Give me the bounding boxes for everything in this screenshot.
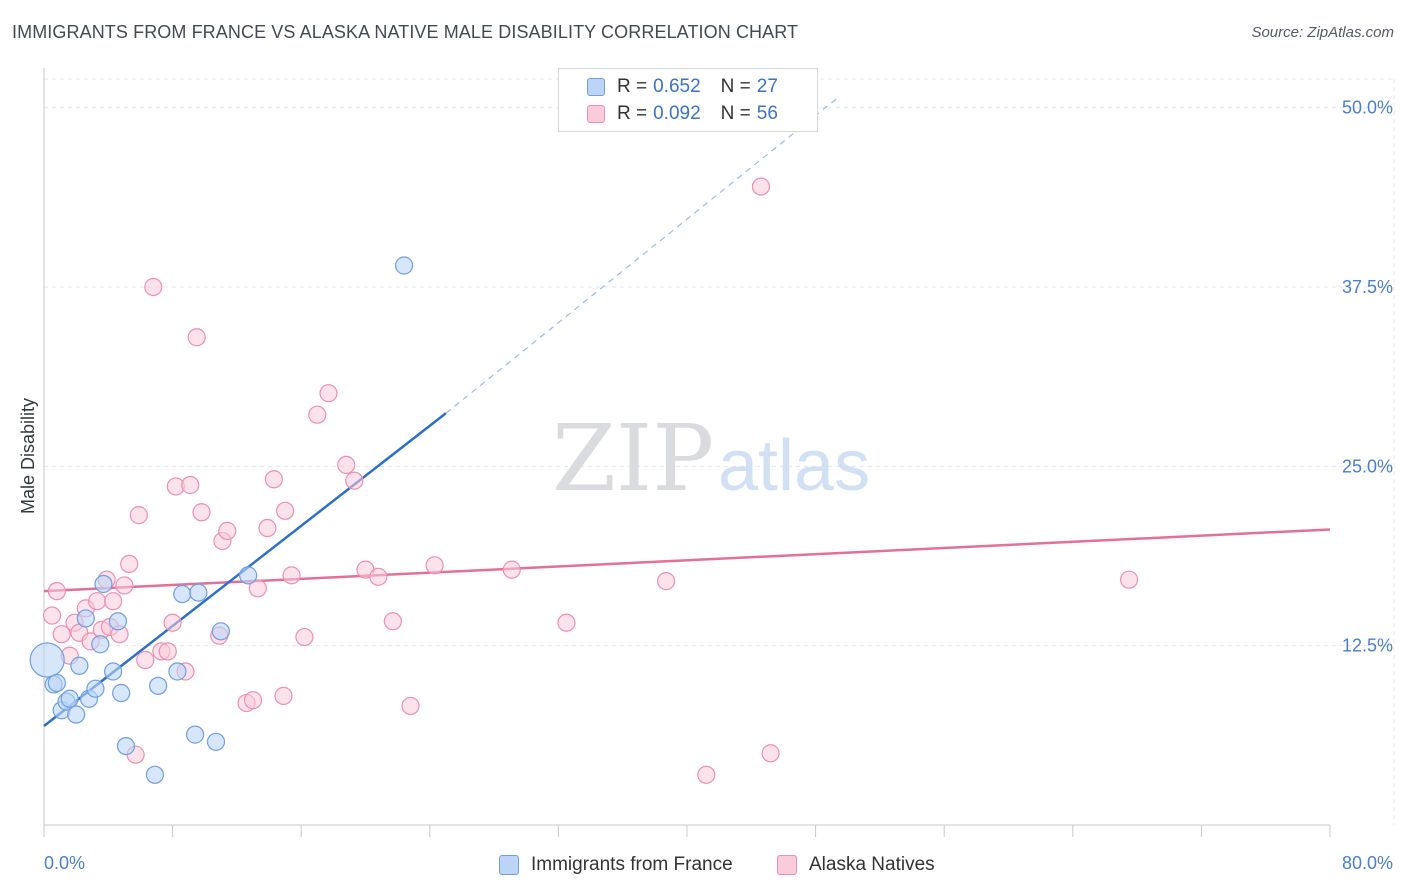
y-tick-label: 50.0% [1342,98,1393,118]
france-point [189,583,208,602]
france-point [91,635,110,654]
alaska-point [243,691,263,710]
france-point [394,256,414,275]
france-point [116,736,136,756]
r-value: 0.652 [653,76,701,97]
alaska-point [218,521,237,541]
france-point [145,765,165,784]
alaska-point [144,277,163,297]
alaska-point [248,579,267,598]
alaska-point [383,612,402,631]
n-label: N = [720,103,751,124]
france-point [108,612,128,631]
watermark-zip: ZIP [552,405,714,512]
france-point [168,662,187,681]
alaska-point [264,470,283,489]
france-point [47,673,66,693]
france-point [112,683,131,703]
alaska-point [42,606,62,625]
alaska-point [104,592,123,611]
alaska-point [274,686,293,705]
france-point [186,725,205,744]
alaska-point [120,554,139,574]
source-label[interactable]: Source: ZipAtlas.com [1251,24,1394,41]
y-tick-label: 25.0% [1342,456,1393,476]
chart-title: IMMIGRANTS FROM FRANCE VS ALASKA NATIVE … [12,22,799,42]
france-point [104,662,123,681]
alaska-point [1119,570,1139,589]
r-value: 0.092 [653,103,701,124]
alaska-point [502,560,521,579]
alaska-point [557,613,576,632]
alaska-point [308,405,327,424]
x-tick-label: 0.0% [44,853,85,873]
alaska-point [697,765,716,784]
alaska-points [42,177,1139,784]
alaska-point [337,455,356,475]
france-point [86,679,105,698]
france-points [29,256,414,784]
legend-label-alaska: Alaska Natives [809,854,935,875]
axes [43,68,1331,837]
x-tick-label: 80.0% [1342,853,1393,873]
legend-row-alaska: R = 0.092 N = 56 [587,101,778,127]
alaska-point [163,613,182,632]
france-legend-swatch-icon [499,855,519,875]
france-point [60,689,79,708]
legend-row-france: R = 0.652 N = 27 [587,74,778,100]
watermark-atlas: atlas [718,426,870,506]
tick-labels: 12.5% 25.0% 37.5% 50.0% 0.0% 80.0% [44,98,1393,873]
alaska-point [657,572,676,591]
y-tick-label: 12.5% [1342,636,1393,656]
n-value: 27 [756,76,778,97]
france-point [70,656,89,675]
y-axis-label: Male Disability [18,398,38,514]
y-tick-label: 37.5% [1342,277,1393,297]
alaska-point [282,566,301,585]
alaska-point [345,471,364,490]
r-label: R = [617,76,648,97]
alaska-point [751,177,771,196]
alaska-point [158,642,177,661]
alaska-point [761,744,780,763]
france-point [149,676,168,695]
alaska-point [136,650,155,670]
alaska-point [181,475,200,495]
alaska-point [258,518,277,538]
france-point [76,609,95,628]
alaska-point [295,627,314,647]
france-point [94,574,113,594]
alaska-point [401,696,420,716]
stats-legend: R = 0.652 N = 27 R = 0.092 N = 56 [558,68,818,132]
france-trend-extension [445,95,841,414]
alaska-legend-swatch-icon [777,855,797,875]
france-point [239,566,258,585]
n-label: N = [720,76,751,97]
alaska-point [369,567,388,586]
france-point [67,705,86,724]
france-point [29,642,65,678]
alaska-point [276,501,295,520]
r-label: R = [617,103,648,124]
alaska-point [52,625,71,644]
alaska-point [129,506,148,525]
france-swatch-icon [587,78,605,96]
legend-item-alaska[interactable]: Alaska Natives [777,852,935,878]
alaska-point [115,576,134,595]
france-point [206,732,226,751]
n-value: 56 [756,103,778,124]
alaska-point [425,556,444,575]
alaska-swatch-icon [587,105,605,123]
alaska-point [87,592,107,611]
alaska-point [187,328,206,347]
alaska-point [47,582,66,601]
legend-label-france: Immigrants from France [531,854,733,875]
alaska-point [192,503,211,522]
france-point [211,622,230,641]
legend-item-france[interactable]: Immigrants from France [499,852,733,878]
alaska-point [319,384,338,403]
watermark: ZIP atlas [552,405,870,512]
france-point [173,584,192,604]
